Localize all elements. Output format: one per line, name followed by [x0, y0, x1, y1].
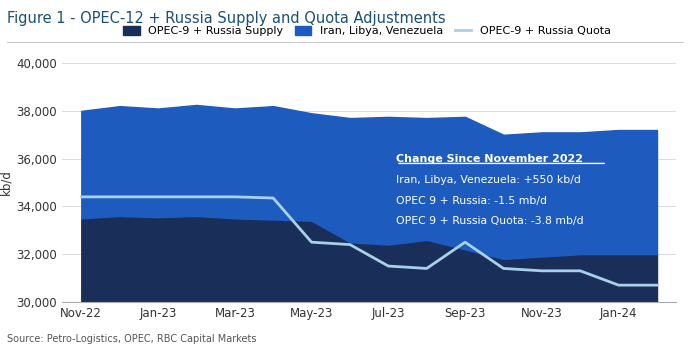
Text: OPEC 9 + Russia: -1.5 mb/d: OPEC 9 + Russia: -1.5 mb/d — [396, 196, 547, 206]
Text: Source: Petro-Logistics, OPEC, RBC Capital Markets: Source: Petro-Logistics, OPEC, RBC Capit… — [7, 334, 257, 344]
Text: Change Since November 2022: Change Since November 2022 — [396, 154, 583, 164]
Legend: OPEC-9 + Russia Supply, Iran, Libya, Venezuela, OPEC-9 + Russia Quota: OPEC-9 + Russia Supply, Iran, Libya, Ven… — [123, 26, 611, 36]
Text: Iran, Libya, Venezuela: +550 kb/d: Iran, Libya, Venezuela: +550 kb/d — [396, 176, 581, 185]
Text: Figure 1 - OPEC-12 + Russia Supply and Quota Adjustments: Figure 1 - OPEC-12 + Russia Supply and Q… — [7, 11, 446, 26]
Text: OPEC 9 + Russia Quota: -3.8 mb/d: OPEC 9 + Russia Quota: -3.8 mb/d — [396, 216, 584, 226]
Y-axis label: kb/d: kb/d — [0, 170, 12, 196]
